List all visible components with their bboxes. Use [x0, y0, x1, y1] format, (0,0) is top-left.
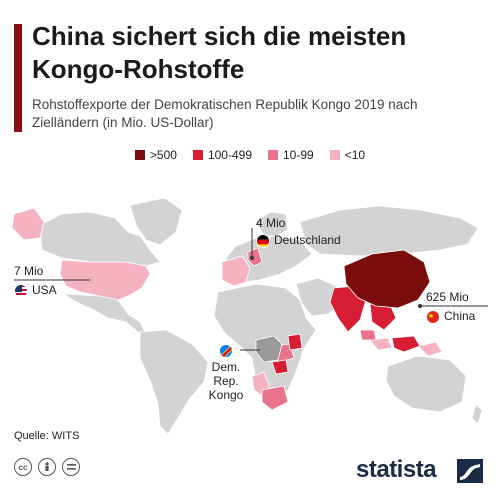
page-title: China sichert sich die meisten Kongo-Roh…: [32, 21, 407, 84]
legend-label: 100-499: [207, 148, 252, 162]
germany-callout: 4 Mio: [256, 216, 285, 230]
china: [343, 249, 431, 309]
german-flag-icon: [256, 233, 270, 248]
legend-item-under-10: <10: [329, 148, 366, 162]
china-country: China: [444, 309, 476, 323]
chinese-flag-icon: [426, 309, 440, 324]
license-icons[interactable]: cc: [14, 458, 80, 476]
usa-callout: 7 Mio: [14, 264, 43, 278]
indonesia-east: [391, 335, 421, 353]
germany-label: Deutschland: [256, 233, 341, 248]
greenland: [129, 197, 183, 246]
png: [417, 341, 443, 357]
legend-item-10-99: 10-99: [268, 148, 314, 162]
usa-value: 7 Mio: [14, 264, 44, 278]
legend-label: >500: [149, 148, 177, 162]
china-value: 625 Mio: [426, 290, 469, 304]
legend: >500 100-499 10-99 <10: [0, 148, 500, 162]
germany-country: Deutschland: [274, 233, 341, 247]
statista-logo-icon[interactable]: [457, 459, 483, 483]
congo-line-3: Kongo: [208, 388, 244, 402]
by-icon[interactable]: [38, 458, 56, 476]
dr-congo-flag-icon: [219, 344, 233, 358]
legend-label: 10-99: [283, 148, 314, 162]
statista-logo-text[interactable]: statista: [356, 456, 437, 483]
south-africa: [261, 385, 289, 411]
cc-icon[interactable]: cc: [14, 458, 32, 476]
legend-item-100-499: 100-499: [192, 148, 252, 162]
legend-swatch: [329, 150, 340, 160]
nd-icon[interactable]: [62, 458, 80, 476]
dr-congo: [255, 335, 283, 363]
usa: [59, 259, 151, 301]
us-flag-icon: [14, 283, 28, 298]
congo-line-2: Rep.: [213, 374, 239, 388]
tanzania: [287, 333, 303, 351]
australia: [385, 355, 467, 413]
china-marker: [418, 304, 422, 308]
source-note: Quelle: WITS: [14, 430, 80, 442]
new-zealand: [471, 403, 483, 425]
legend-swatch: [134, 150, 145, 160]
legend-label: <10: [344, 148, 366, 162]
china-callout: 625 Mio: [426, 290, 469, 304]
china-label: China: [426, 309, 475, 324]
mexico: [62, 293, 147, 335]
indonesia-west: [369, 337, 393, 351]
congo-label: Dem. Rep. Kongo: [206, 344, 246, 402]
zimbabwe: [271, 359, 289, 375]
canada: [39, 211, 161, 267]
germany-marker: [250, 256, 254, 260]
legend-item-over-500: >500: [134, 148, 177, 162]
legend-swatch: [192, 150, 203, 160]
alaska: [11, 207, 45, 241]
france-iberia: [221, 255, 251, 287]
usa-label: USA: [14, 283, 57, 298]
usa-country: USA: [32, 283, 57, 297]
title-accent-bar: [14, 24, 22, 132]
congo-line-1: Dem.: [211, 360, 241, 374]
malaysia: [359, 329, 377, 341]
page-subtitle: Rohstoffexporte der Demokratischen Repub…: [32, 97, 418, 130]
russia: [299, 205, 479, 257]
legend-swatch: [268, 150, 278, 160]
south-america: [139, 329, 209, 435]
germany-value: 4 Mio: [256, 216, 286, 230]
